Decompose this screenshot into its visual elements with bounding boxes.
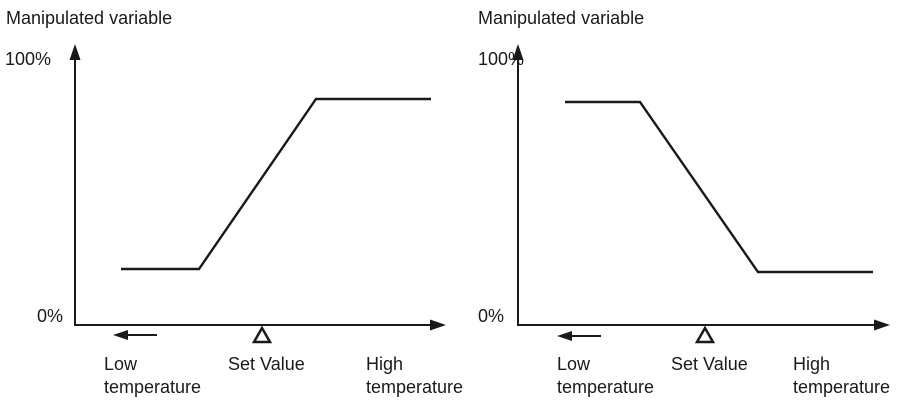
low-label-line1: Low: [557, 354, 591, 374]
high-label-line1: High: [366, 354, 403, 374]
high-label-line2: temperature: [366, 377, 463, 397]
output-curve: [565, 100, 873, 274]
x-axis-arrowhead: [430, 319, 446, 331]
y-axis-arrowhead: [69, 44, 81, 60]
diagram-right: Manipulated variable 100% 0% Low tempera…: [478, 8, 890, 397]
y-axis-arrowhead: [512, 44, 524, 60]
y-top-label: 100%: [5, 49, 51, 69]
axis-title: Manipulated variable: [478, 8, 644, 28]
set-value-label: Set Value: [228, 354, 305, 374]
left-arrow-icon: [557, 331, 601, 341]
low-label-line2: temperature: [557, 377, 654, 397]
low-label-line2: temperature: [104, 377, 201, 397]
x-axis-arrowhead: [874, 319, 890, 331]
output-curve: [121, 97, 431, 271]
triangle-outline-icon: [251, 325, 273, 344]
high-label-line1: High: [793, 354, 830, 374]
y-top-label: 100%: [478, 49, 524, 69]
triangle-outline-icon: [694, 325, 716, 344]
set-value-label: Set Value: [671, 354, 748, 374]
axis-title: Manipulated variable: [6, 8, 172, 28]
left-arrow-icon: [113, 330, 157, 340]
low-label-line1: Low: [104, 354, 138, 374]
y-zero-label: 0%: [478, 306, 504, 326]
y-zero-label: 0%: [37, 306, 63, 326]
high-label-line2: temperature: [793, 377, 890, 397]
diagram-left: Manipulated variable 100% 0% Low tempera…: [5, 8, 463, 397]
